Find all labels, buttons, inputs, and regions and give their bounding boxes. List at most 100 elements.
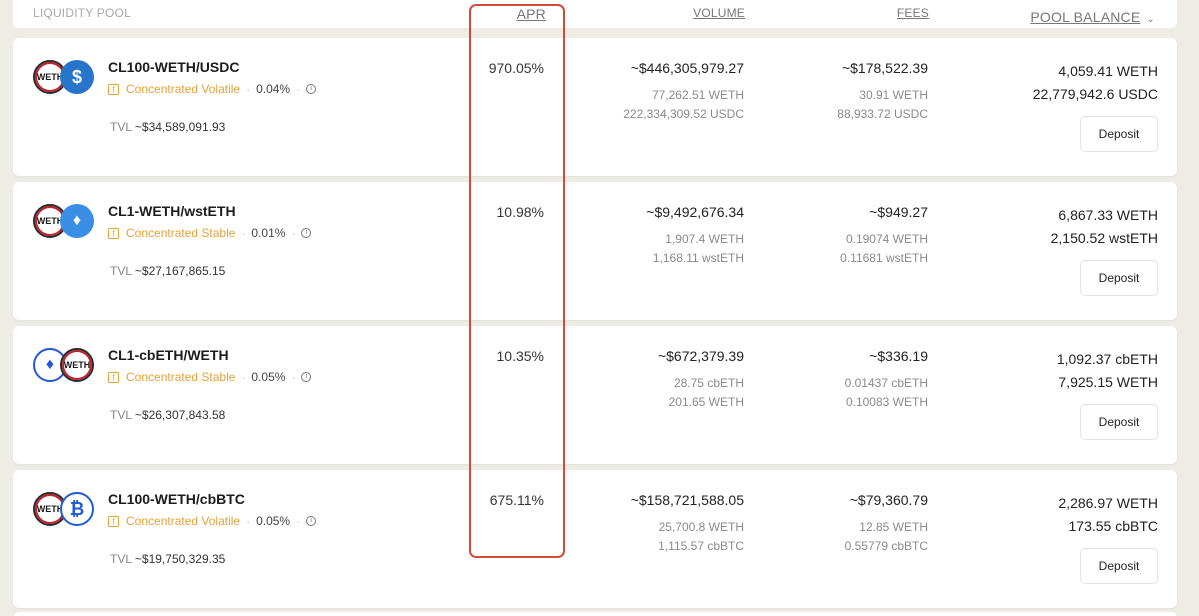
balance-token-a: 1,092.37 cbETH — [1056, 351, 1158, 367]
pool-fees: ~$178,522.39 30.91 WETH 88,933.72 USDC — [837, 60, 928, 124]
pool-apr: 675.11% — [489, 492, 544, 508]
info-icon[interactable]: i — [306, 84, 317, 94]
balance-token-a: 4,059.41 WETH — [1058, 63, 1158, 79]
pool-type-icon: f — [108, 227, 119, 239]
pool-fee: 0.01% — [251, 226, 286, 240]
info-icon[interactable]: i — [301, 228, 312, 238]
separator-dot: · — [241, 226, 246, 240]
token-pair-icons: WETH $ — [33, 60, 97, 96]
fees-token-b: 0.11681 wstETH — [840, 251, 928, 265]
balance-token-a: 6,867.33 WETH — [1058, 207, 1158, 223]
separator-dot: · — [296, 514, 301, 528]
pool-row[interactable]: WETH ₿ CL100-WETH/cbBTC f Concentrated V… — [13, 470, 1177, 608]
table-header: LIQUIDITY POOL APR VOLUME FEES POOL BALA… — [0, 0, 1199, 28]
volume-token-a: 28.75 cbETH — [673, 376, 744, 390]
fees-token-b: 0.10083 WETH — [845, 395, 928, 409]
pool-balance: 1,092.37 cbETH 7,925.15 WETH — [1057, 348, 1158, 394]
volume-usd: ~$672,379.39 — [657, 348, 744, 364]
separator-dot: · — [296, 82, 301, 96]
wsteth-token-icon: ♦ — [60, 204, 94, 238]
pool-tvl: TVL ~$27,167,865.15 — [110, 264, 225, 278]
volume-usd: ~$446,305,979.27 — [630, 60, 744, 76]
separator-dot: · — [291, 370, 296, 384]
header-volume-sort[interactable]: VOLUME — [693, 6, 745, 20]
pool-type-icon: f — [108, 515, 119, 527]
balance-token-b: 2,150.52 wstETH — [1050, 230, 1158, 246]
balance-token-b: 7,925.15 WETH — [1058, 374, 1158, 390]
volume-token-a: 77,262.51 WETH — [651, 88, 744, 102]
separator-dot: · — [246, 514, 251, 528]
tvl-label: TVL — [110, 264, 132, 278]
pool-type: Concentrated Stable — [126, 370, 236, 384]
pool-name[interactable]: CL1-cbETH/WETH — [108, 347, 229, 363]
tvl-label: TVL — [110, 552, 132, 566]
info-icon[interactable]: i — [306, 516, 317, 526]
header-fees-sort[interactable]: FEES — [896, 6, 929, 20]
header-bar-background — [13, 0, 1177, 28]
fees-token-a: 12.85 WETH — [859, 520, 928, 534]
pool-apr: 10.35% — [496, 348, 544, 364]
pool-fees: ~$79,360.79 12.85 WETH 0.55779 cbBTC — [845, 492, 928, 556]
header-pool-balance-sort[interactable]: POOL BALANCE ⌄ — [1030, 6, 1155, 31]
pool-balance: 4,059.41 WETH 22,779,942.6 USDC — [1033, 60, 1158, 106]
pool-row[interactable]: ♦ WETH CL1-cbETH/WETH f Concentrated Sta… — [13, 326, 1177, 464]
token-pair-icons: WETH ₿ — [33, 492, 97, 528]
pool-volume: ~$9,492,676.34 1,907.4 WETH 1,168.11 wstE… — [646, 204, 744, 268]
deposit-button[interactable]: Deposit — [1080, 260, 1158, 296]
pool-balance: 6,867.33 WETH 2,150.52 wstETH — [1051, 204, 1158, 250]
pool-row[interactable]: WETH $ CL100-WETH/USDC f Concentrated Vo… — [13, 38, 1177, 176]
volume-token-a: 25,700.8 WETH — [658, 520, 744, 534]
chevron-down-icon: ⌄ — [1146, 14, 1155, 25]
pool-tvl: TVL ~$34,589,091.93 — [110, 120, 225, 134]
pool-volume: ~$158,721,588.05 25,700.8 WETH 1,115.57 c… — [631, 492, 744, 556]
fees-usd: ~$336.19 — [869, 348, 928, 364]
tvl-value: ~$27,167,865.15 — [134, 264, 226, 278]
pool-meta: f Concentrated Volatile · 0.04% · i — [108, 82, 317, 96]
pool-fees: ~$336.19 0.01437 cbETH 0.10083 WETH — [845, 348, 928, 412]
pool-type: Concentrated Volatile — [126, 82, 241, 96]
volume-usd: ~$9,492,676.34 — [646, 204, 744, 220]
volume-token-b: 201.65 WETH — [668, 395, 744, 409]
fees-usd: ~$949.27 — [869, 204, 928, 220]
fees-token-a: 30.91 WETH — [859, 88, 928, 102]
balance-token-b: 173.55 cbBTC — [1068, 518, 1159, 534]
fees-usd: ~$178,522.39 — [841, 60, 928, 76]
deposit-button[interactable]: Deposit — [1080, 548, 1158, 584]
header-apr-sort[interactable]: APR — [516, 6, 546, 22]
pool-meta: f Concentrated Volatile · 0.05% · i — [108, 514, 317, 528]
tvl-label: TVL — [110, 408, 132, 422]
token-pair-icons: ♦ WETH — [33, 348, 97, 384]
pool-name[interactable]: CL100-WETH/USDC — [108, 59, 240, 75]
deposit-button[interactable]: Deposit — [1080, 116, 1158, 152]
pool-fees: ~$949.27 0.19074 WETH 0.11681 wstETH — [840, 204, 928, 268]
header-liquidity-pool: LIQUIDITY POOL — [33, 6, 131, 20]
balance-token-a: 2,286.97 WETH — [1058, 495, 1158, 511]
token-pair-icons: WETH ♦ — [33, 204, 97, 240]
info-icon[interactable]: i — [301, 372, 312, 382]
header-pool-balance-label: POOL BALANCE — [1030, 9, 1141, 25]
fees-token-b: 88,933.72 USDC — [837, 107, 928, 121]
tvl-value: ~$34,589,091.93 — [134, 120, 226, 134]
pool-type: Concentrated Stable — [126, 226, 236, 240]
separator-dot: · — [246, 82, 251, 96]
separator-dot: · — [241, 370, 246, 384]
pool-type-icon: f — [108, 371, 119, 383]
fees-token-a: 0.01437 cbETH — [844, 376, 928, 390]
pool-name[interactable]: CL100-WETH/cbBTC — [108, 491, 245, 507]
cbbtc-token-icon: ₿ — [60, 492, 94, 526]
pool-type-icon: f — [108, 83, 119, 95]
pool-tvl: TVL ~$26,307,843.58 — [110, 408, 225, 422]
pool-row[interactable]: WETH ♦ CL1-WETH/wstETH f Concentrated St… — [13, 182, 1177, 320]
tvl-value: ~$19,750,329.35 — [134, 552, 226, 566]
deposit-button[interactable]: Deposit — [1080, 404, 1158, 440]
tvl-label: TVL — [110, 120, 132, 134]
pool-balance: 2,286.97 WETH 173.55 cbBTC — [1058, 492, 1158, 538]
volume-token-b: 1,168.11 wstETH — [652, 251, 744, 265]
pool-name[interactable]: CL1-WETH/wstETH — [108, 203, 236, 219]
pool-apr: 10.98% — [496, 204, 544, 220]
pool-meta: f Concentrated Stable · 0.01% · i — [108, 226, 312, 240]
pool-fee: 0.05% — [251, 370, 286, 384]
balance-token-b: 22,779,942.6 USDC — [1032, 86, 1158, 102]
fees-token-b: 0.55779 cbBTC — [844, 539, 928, 553]
fees-token-a: 0.19074 WETH — [845, 232, 928, 246]
